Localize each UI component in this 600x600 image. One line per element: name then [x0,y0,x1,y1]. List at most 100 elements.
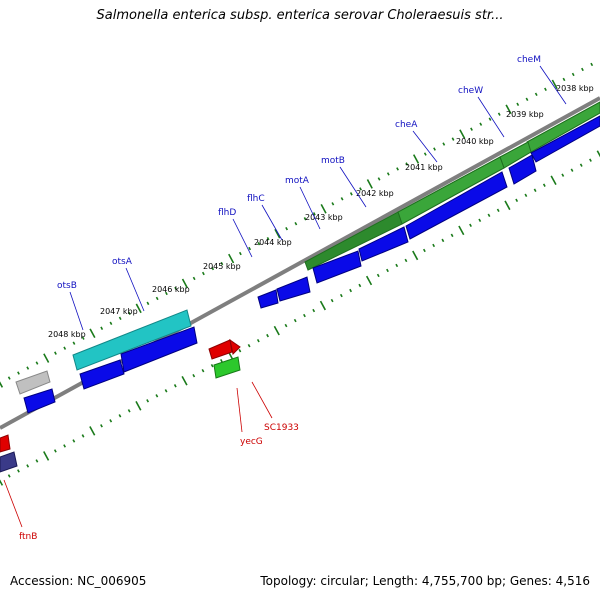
gene-label-otsA[interactable]: otsA [112,257,133,267]
cds-arrow[interactable] [276,276,311,302]
gene-label-SC1933[interactable]: SC1933 [264,423,299,433]
tick-mark [432,243,436,248]
tick-mark [412,154,420,164]
label-leader-line [125,267,145,312]
gene-label-yecG[interactable]: yecG [240,437,263,447]
tick-mark [497,112,501,116]
gene-label-cheA[interactable]: cheA [395,120,418,130]
label-leader-line [3,479,23,528]
scale-label: 2038 kbp [556,84,594,93]
tick-mark [173,384,177,388]
tick-mark [89,426,96,436]
gene-label-motB[interactable]: motB [321,156,345,166]
tick-mark [349,192,353,196]
cds-arrow[interactable] [23,388,56,414]
cds-arrow[interactable] [405,171,508,240]
tick-mark [496,208,500,213]
tick-mark [220,261,224,266]
cds-arrow[interactable] [508,154,537,185]
tick-mark [54,351,57,355]
tick-mark [504,200,511,211]
tick-mark [35,459,39,463]
cds-arrow[interactable] [79,359,125,390]
tick-mark [100,424,103,428]
gene-yecG-block[interactable] [213,356,241,379]
tick-mark [376,273,380,278]
scale-label: 2047 kbp [100,307,138,316]
gene-red-left[interactable] [0,434,11,453]
forward-features [15,101,600,395]
tick-mark [433,147,436,151]
tick-mark [479,122,483,126]
tick-mark [211,266,215,271]
gene-SC1933-arrowhead[interactable] [229,338,241,356]
tick-mark [165,291,168,296]
tick-mark [220,358,223,363]
gene-label-flhC[interactable]: flhC [247,194,265,204]
tick-mark [405,162,409,166]
tick-mark [358,283,362,288]
scale-label: 2048 kbp [48,330,86,339]
tick-mark [127,409,131,413]
tick-mark [72,439,76,443]
tick-mark [488,117,492,121]
tick-mark [146,301,150,306]
unknown-gray-block[interactable] [15,370,51,395]
tick-mark [377,177,381,181]
tick-mark [312,212,316,216]
cds-arrow[interactable] [312,250,362,284]
tick-mark [181,278,188,289]
gene-label-motA[interactable]: motA [285,176,310,186]
cds-arrow[interactable] [358,226,409,262]
gene-label-otsB[interactable]: otsB [57,281,77,291]
cds-arrow[interactable] [257,289,279,309]
tick-mark [331,202,335,206]
scale-label: 2043 kbp [305,213,343,222]
tick-mark [181,375,188,386]
label-leader-line [251,381,273,419]
tick-mark [293,318,297,323]
scale-label: 2042 kbp [356,189,394,198]
tick-mark [303,217,307,221]
tick-mark [312,308,316,313]
cds-arrow[interactable] [530,115,600,163]
gene-navy-left[interactable] [0,451,18,473]
scale-label: 2040 kbp [456,137,494,146]
tick-mark [303,313,306,318]
tick-mark [273,325,280,336]
tick-mark [81,336,85,340]
tick-mark [63,444,67,448]
tick-mark [164,389,168,393]
tick-mark [192,374,196,378]
scale-label: 2041 kbp [405,163,443,172]
tick-mark [146,399,150,403]
tick-mark [320,204,327,214]
tick-mark [89,328,96,339]
tick-mark [544,87,547,92]
tick-mark [386,268,389,273]
tick-mark [155,394,159,398]
tick-mark [366,179,373,189]
gene-label-ftnB[interactable]: ftnB [19,532,37,542]
tick-mark [43,451,50,461]
tick-mark [450,233,454,238]
tick-mark [228,253,235,264]
label-leader-line [299,186,321,230]
tick-mark [459,129,466,139]
gene-motB-motA-block[interactable] [304,211,403,271]
tick-mark [0,381,4,388]
gene-otsA-block[interactable] [72,309,192,371]
gene-label-cheM[interactable]: cheM [517,55,541,65]
cds-arrow[interactable] [120,326,198,373]
tick-mark [238,348,242,353]
tick-mark [257,241,261,246]
tick-mark [266,333,269,338]
gene-SC1933-block[interactable] [208,339,233,360]
gene-label-cheW[interactable]: cheW [458,86,483,96]
tick-mark [581,67,584,72]
tick-mark [100,326,104,330]
tick-mark [570,168,574,172]
gene-label-flhD[interactable]: flhD [218,208,236,218]
tick-mark [248,246,252,251]
